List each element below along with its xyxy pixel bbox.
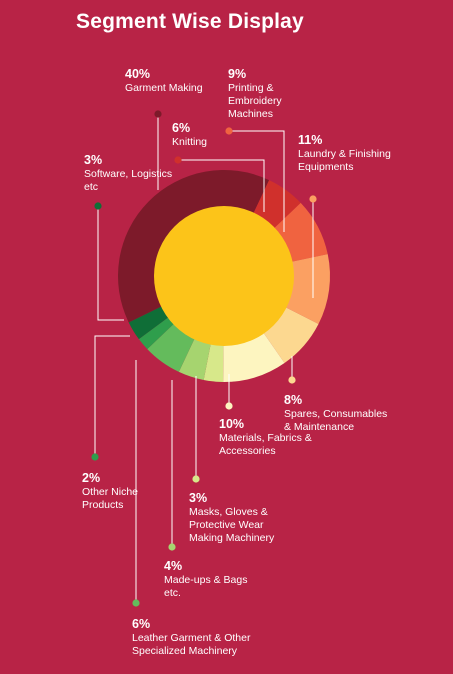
leader-dot-garment-making (154, 110, 162, 118)
slice-percent: 11% (298, 133, 323, 147)
slice-percent: 4% (164, 559, 183, 573)
leader-line-other-niche-products (94, 335, 130, 457)
leader-dot-other-niche-products (91, 453, 99, 461)
slice-text: Printing & Embroidery Machines (228, 82, 282, 120)
chart-title: Segment Wise Display (76, 10, 304, 33)
slice-percent: 8% (284, 393, 303, 407)
slice-label-leather-garment-other-specialized-machinery: 6% Leather Garment & Other Specialized Ma… (132, 616, 292, 658)
slice-label-materials-fabrics-accessories: 10% Materials, Fabrics & Accessories (219, 416, 319, 458)
slice-text: Knitting (172, 136, 208, 148)
slice-text: Laundry & Finishing Equipments (298, 148, 391, 173)
slice-text: Materials, Fabrics & Accessories (219, 432, 312, 457)
leader-dot-knitting (174, 156, 182, 164)
slice-text: Other Niche Products (82, 486, 139, 511)
leader-dot-spares-consumables-maintenance (288, 376, 296, 384)
slice-text: Masks, Gloves & Protective Wear Making M… (189, 506, 275, 544)
slice-text: Leather Garment & Other Specialized Mach… (132, 632, 251, 657)
leader-dot-software-logistics-etc (94, 202, 102, 210)
leader-line-knitting (178, 159, 265, 212)
leader-line-software-logistics-etc (97, 206, 124, 321)
slice-label-laundry-finishing-equipments: 11% Laundry & Finishing Equipments (298, 132, 398, 174)
slice-label-made-ups-bags-etc: 4% Made-ups & Bags etc. (164, 558, 254, 600)
slice-percent: 9% (228, 67, 247, 81)
slice-label-spares-consumables-maintenance: 8% Spares, Consumables & Maintenance (284, 392, 394, 434)
leaders-group (91, 110, 317, 607)
slice-text: Spares, Consumables & Maintenance (284, 408, 388, 433)
leader-dot-laundry-finishing-equipments (309, 195, 317, 203)
slice-other-niche-products (138, 311, 181, 350)
leader-dot-made-ups-bags-etc (168, 543, 176, 551)
slice-percent: 6% (172, 121, 191, 135)
slice-percent: 6% (132, 617, 151, 631)
leader-dot-printing-embroidery-machines (225, 127, 233, 135)
slice-masks-gloves-protective-wear-making-machinery (203, 334, 224, 382)
leader-line-printing-embroidery-machines (229, 130, 285, 232)
leader-dot-materials-fabrics-accessories (225, 402, 233, 410)
donut-center (154, 206, 294, 346)
slice-percent: 10% (219, 417, 245, 431)
leader-dot-leather-garment-other-specialized-machinery (132, 599, 140, 607)
slice-text: Made-ups & Bags etc. (164, 574, 248, 599)
slice-percent: 2% (82, 471, 101, 485)
slice-text: Garment Making (125, 82, 203, 94)
slice-label-software-logistics-etc: 3% Software, Logistics etc (84, 152, 184, 194)
slice-label-printing-embroidery-machines: 9% Printing & Embroidery Machines (228, 66, 318, 121)
slice-label-other-niche-products: 2% Other Niche Products (82, 470, 162, 512)
slice-percent: 40% (125, 67, 151, 81)
slice-label-garment-making: 40% Garment Making (125, 66, 235, 95)
slice-text: Software, Logistics etc (84, 168, 173, 193)
slice-label-knitting: 6% Knitting (172, 120, 252, 149)
slice-label-masks-gloves-protective-wear-making-machinery: 3% Masks, Gloves & Protective Wear Making… (189, 490, 299, 545)
leader-dot-masks-gloves-protective-wear-making-machinery (192, 475, 200, 483)
slice-percent: 3% (84, 153, 103, 167)
slice-percent: 3% (189, 491, 208, 505)
